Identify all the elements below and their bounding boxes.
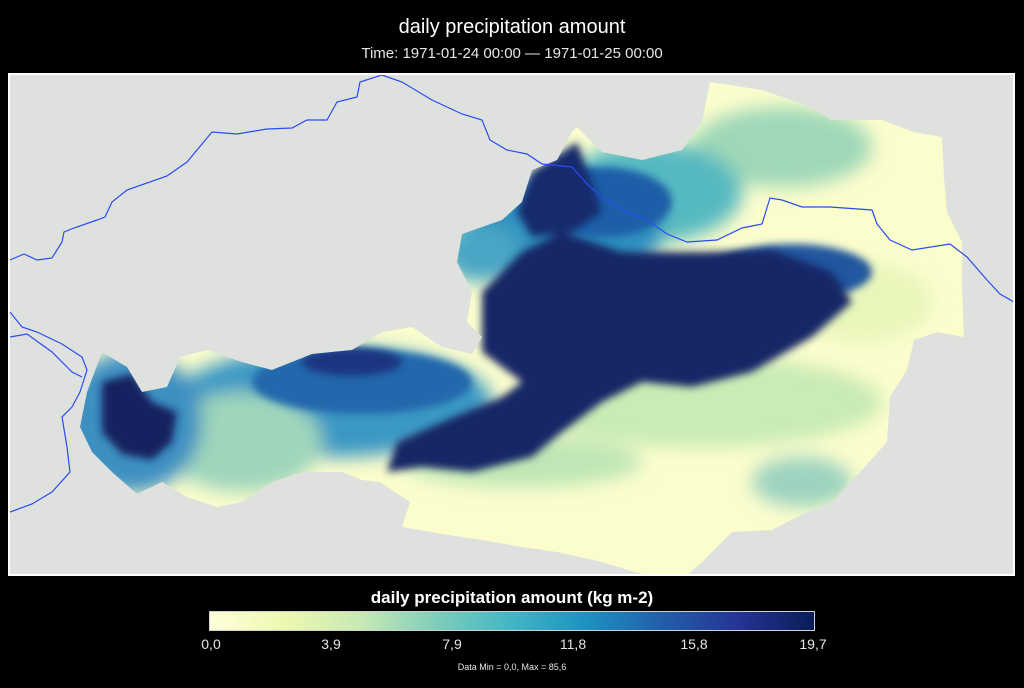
scale-tick-label: 7,9 xyxy=(442,636,462,652)
precipitation-field xyxy=(80,82,964,574)
scale-tick-label: 11,8 xyxy=(559,636,587,652)
scale-tick-label: 0,0 xyxy=(201,636,221,652)
border-north-east xyxy=(381,75,1013,303)
border-north xyxy=(10,75,383,261)
border-west xyxy=(10,311,88,513)
map-canvas xyxy=(10,75,1013,574)
color-scale-bar xyxy=(209,611,815,631)
scale-tick-label: 3,9 xyxy=(321,636,341,652)
data-min-max: Data Min = 0,0, Max = 85,6 xyxy=(457,662,567,672)
legend-title: daily precipitation amount (kg m-2) xyxy=(370,588,654,607)
scale-tick-label: 19,7 xyxy=(799,636,827,652)
border-west-lake xyxy=(10,333,83,378)
map-panel[interactable] xyxy=(8,73,1015,576)
scale-tick-label: 15,8 xyxy=(680,636,708,652)
map-time-range: Time: 1971-01-24 00:00 — 1971-01-25 00:0… xyxy=(361,45,663,62)
map-title: daily precipitation amount xyxy=(398,16,626,38)
country-borders xyxy=(10,75,1013,513)
